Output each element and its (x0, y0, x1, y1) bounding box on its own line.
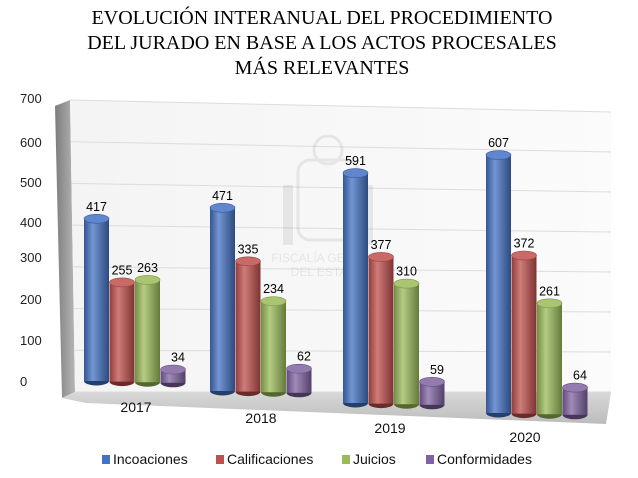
bar-juicios-2020 (536, 298, 563, 419)
legend-item-juicios: Juicios (342, 451, 396, 467)
category-label-2020: 2020 (509, 429, 540, 445)
bar-conformidades-2018 (286, 363, 312, 398)
y-tick-label: 200 (20, 292, 42, 307)
data-label: 417 (86, 200, 107, 214)
data-label: 310 (396, 265, 417, 279)
chart-floor (62, 392, 611, 424)
data-label: 591 (345, 154, 366, 168)
y-tick-label: 700 (20, 91, 42, 106)
gridline (70, 141, 612, 153)
category-label-2018: 2018 (245, 410, 276, 426)
chart-back-wall (70, 100, 611, 392)
x-axis-category-labels: 2017 2018 2019 2020 (120, 399, 540, 445)
gridline (69, 99, 612, 113)
chart-title: EVOLUCIÓN INTERANUAL DEL PROCEDIMIENTO D… (87, 5, 557, 79)
gridline (72, 224, 612, 233)
bar-calificaciones-2020 (511, 250, 537, 419)
y-tick-label: 0 (20, 374, 27, 389)
y-tick-label: 600 (20, 135, 42, 150)
legend-label: Conformidades (437, 451, 532, 467)
data-label: 34 (171, 351, 185, 365)
category-label-2017: 2017 (120, 399, 151, 415)
data-label: 234 (263, 282, 284, 296)
data-label: 261 (539, 284, 560, 298)
legend-swatch (102, 455, 110, 464)
y-axis-ticks: 0 100 200 300 400 500 600 700 (20, 91, 42, 389)
gridline (71, 182, 612, 193)
data-label: 59 (430, 363, 444, 377)
bar-conformidades-2020 (562, 382, 588, 420)
legend-swatch (426, 455, 434, 464)
legend-label: Incoaciones (113, 451, 188, 467)
data-label: 471 (212, 189, 233, 203)
bar-juicios-2018 (260, 296, 287, 397)
legend: Incoaciones Calificaciones Juicios Conformi… (102, 451, 532, 467)
data-label: 62 (297, 350, 311, 364)
legend-swatch (216, 455, 224, 464)
data-labels: 417 255 263 34 471 335 234 62 591 377 310 59 607 372 2… (86, 136, 587, 383)
data-label: 255 (112, 263, 133, 277)
title-line-2: DEL JURADO EN BASE A LOS ACTOS PROCESALE… (87, 32, 557, 54)
y-tick-label: 300 (20, 250, 42, 265)
data-label: 64 (573, 369, 587, 383)
bar-incoaciones-2019 (342, 168, 369, 408)
legend-item-calificaciones: Calificaciones (216, 451, 313, 467)
data-label: 377 (371, 238, 392, 252)
bar-juicios-2017 (134, 275, 161, 387)
data-label: 263 (137, 261, 158, 275)
legend-item-incoaciones: Incoaciones (102, 451, 188, 467)
bar-incoaciones-2017 (83, 213, 110, 386)
legend-label: Calificaciones (227, 451, 313, 467)
y-tick-label: 500 (20, 175, 42, 190)
y-tick-label: 400 (20, 215, 42, 230)
data-label: 372 (514, 237, 535, 251)
bar-juicios-2019 (393, 278, 420, 409)
bar-incoaciones-2020 (485, 150, 512, 418)
legend-label: Juicios (353, 451, 396, 467)
bar-calificaciones-2018 (235, 256, 261, 397)
bar-calificaciones-2017 (109, 277, 135, 387)
bar-conformidades-2017 (160, 364, 186, 388)
data-label: 335 (238, 242, 259, 256)
bar-conformidades-2019 (419, 377, 445, 410)
legend-swatch (342, 455, 350, 464)
bars (83, 150, 588, 420)
legend-item-conformidades: Conformidades (426, 451, 532, 467)
bar-incoaciones-2018 (209, 202, 236, 396)
title-line-3: MÁS RELEVANTES (235, 56, 410, 79)
title-line-1: EVOLUCIÓN INTERANUAL DEL PROCEDIMIENTO (92, 5, 553, 29)
chart-side-wall (55, 100, 75, 398)
category-label-2019: 2019 (374, 420, 405, 436)
data-label: 607 (488, 136, 509, 150)
bar-calificaciones-2019 (368, 252, 394, 409)
y-tick-label: 100 (20, 333, 42, 348)
